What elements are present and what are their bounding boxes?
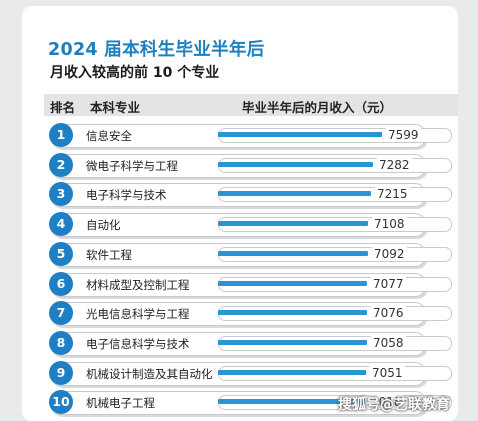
rank-badge: 1 xyxy=(49,123,73,147)
income-bar xyxy=(218,191,371,197)
header-rank: 排名 xyxy=(50,100,76,115)
income-bar xyxy=(218,369,366,375)
bar-row: 4 自动化 7108 xyxy=(49,212,452,238)
header-major: 本科专业 xyxy=(90,100,141,115)
income-value-label: 7282 xyxy=(377,157,412,172)
rank-badge: 4 xyxy=(49,212,73,237)
income-value-label: 7018 xyxy=(369,395,404,410)
rank-badge: 3 xyxy=(49,182,73,207)
income-value-label: 7077 xyxy=(371,276,406,291)
income-bar xyxy=(218,280,367,286)
major-label: 自动化 xyxy=(86,218,121,233)
major-label: 微电子科学与工程 xyxy=(86,158,178,173)
rank-badge: 8 xyxy=(49,330,73,355)
major-label: 信息安全 xyxy=(86,129,132,143)
income-value-label: 7108 xyxy=(372,217,407,232)
income-bar xyxy=(218,339,367,345)
major-label: 软件工程 xyxy=(86,247,132,262)
major-label: 机械电子工程 xyxy=(86,396,155,411)
bar-row: 1 信息安全 7599 xyxy=(49,123,452,148)
major-label: 机械设计制造及其自动化 xyxy=(86,366,213,381)
income-bar xyxy=(218,221,368,227)
rank-badge: 5 xyxy=(49,241,73,266)
income-bar xyxy=(218,310,367,316)
rank-badge: 10 xyxy=(49,390,73,415)
bar-rows: 1 信息安全 7599 2 微电子科学与工程 7282 3 电子科学与技术 7215 4 自动化 71… xyxy=(22,6,458,421)
income-bar xyxy=(218,132,382,137)
income-bar xyxy=(218,399,365,405)
rank-badge: 9 xyxy=(49,360,73,385)
bar-row: 6 材料成型及控制工程 7077 xyxy=(49,271,452,297)
table-header: 排名 本科专业 毕业半年后的月收入（元） xyxy=(44,94,458,116)
major-label: 材料成型及控制工程 xyxy=(86,277,190,292)
bar-row: 2 微电子科学与工程 7282 xyxy=(49,152,452,178)
watermark: 搜狐号@艺联教育 xyxy=(338,397,450,413)
income-value-label: 7092 xyxy=(372,246,407,261)
rank-badge: 2 xyxy=(49,152,73,177)
bar-row: 10 机械电子工程 7018 xyxy=(49,390,452,416)
income-value-label: 7076 xyxy=(371,306,406,321)
income-bar xyxy=(218,250,368,256)
income-bar xyxy=(218,161,373,167)
bar-row: 5 软件工程 7092 xyxy=(49,241,452,267)
bar-row: 8 电子信息科学与技术 7058 xyxy=(49,330,452,356)
rank-badge: 7 xyxy=(49,301,73,326)
major-label: 光电信息科学与工程 xyxy=(86,307,190,322)
rank-badge: 6 xyxy=(49,271,73,296)
major-label: 电子科学与技术 xyxy=(86,188,167,203)
income-value-label: 7215 xyxy=(375,187,410,202)
income-value-label: 7051 xyxy=(370,365,405,380)
income-value-label: 7599 xyxy=(386,128,421,142)
header-income: 毕业半年后的月收入（元） xyxy=(242,100,393,115)
chart-title: 2024 届本科生毕业半年后 xyxy=(48,40,265,60)
bar-row: 9 机械设计制造及其自动化 7051 xyxy=(49,360,452,386)
bar-row: 3 电子科学与技术 7215 xyxy=(49,182,452,208)
bar-row: 7 光电信息科学与工程 7076 xyxy=(49,301,452,327)
major-label: 电子信息科学与技术 xyxy=(86,336,190,351)
chart-subtitle: 月收入较高的前 10 个专业 xyxy=(50,65,220,81)
income-value-label: 7058 xyxy=(371,335,406,350)
chart-card: 2024 届本科生毕业半年后 月收入较高的前 10 个专业 排名 本科专业 毕业… xyxy=(22,6,458,421)
